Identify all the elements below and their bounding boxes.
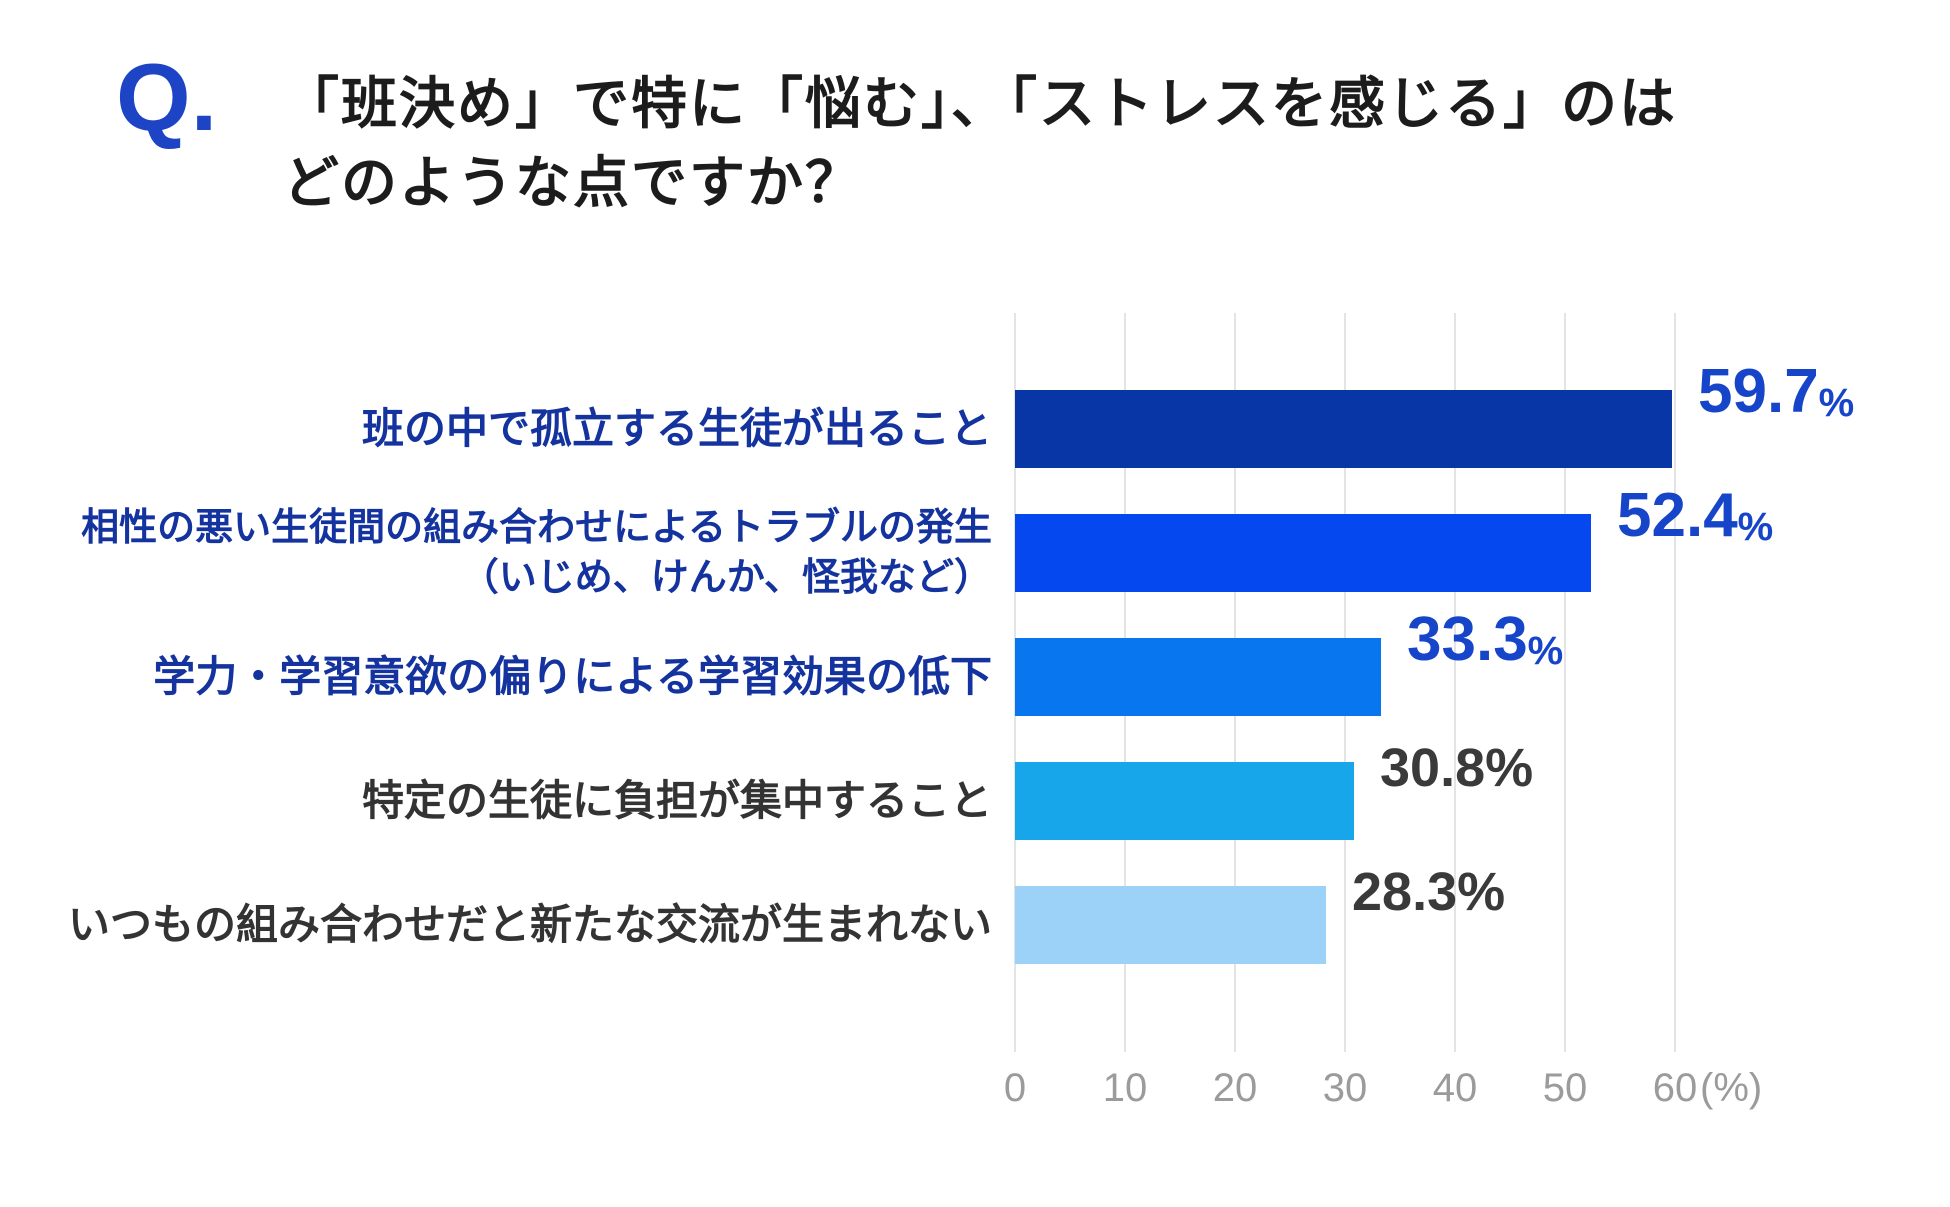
category-label: 相性の悪い生徒間の組み合わせによるトラブルの発生 （いじめ、けんか、怪我など） [20, 503, 992, 603]
percent-sign: % [1527, 629, 1564, 673]
grid-line [1564, 313, 1566, 1052]
page-title-line2: どのような点ですか？ [283, 151, 863, 214]
percent-sign: % [1737, 505, 1774, 549]
value-label: 52.4% [1617, 481, 1774, 550]
category-label-line: 特定の生徒に負担が集中すること [361, 777, 992, 824]
x-axis-tick-label: 20 [1212, 1066, 1258, 1110]
value-number: 33.3 [1407, 605, 1528, 674]
percent-sign: % [1485, 738, 1534, 798]
percent-sign: % [1457, 862, 1506, 922]
category-label: 学力・学習意欲の偏りによる学習効果の低下 [20, 652, 992, 702]
category-label: いつもの組み合わせだと新たな交流が生まれない [20, 900, 992, 950]
x-axis-tick-label: 40 [1432, 1066, 1478, 1110]
x-axis-tick-label: 60 [1652, 1066, 1698, 1110]
category-label-line: 班の中で孤立する生徒が出ること [361, 405, 992, 452]
bar [1015, 762, 1354, 840]
category-label-line: 学力・学習意欲の偏りによる学習効果の低下 [153, 653, 992, 700]
bar [1015, 390, 1672, 468]
bar [1015, 514, 1591, 592]
x-axis-tick-label: 50 [1542, 1066, 1588, 1110]
bar [1015, 886, 1326, 964]
page-title: 「班決め」で特に「悩む」、「ストレスを感じる」のは どのような点ですか？ [283, 64, 1677, 222]
value-label: 30.8% [1380, 741, 1533, 795]
x-axis-unit-suffix: (%) [1700, 1066, 1763, 1110]
grid-line [1674, 313, 1676, 1052]
bar [1015, 638, 1381, 716]
category-label: 班の中で孤立する生徒が出ること [20, 404, 992, 454]
percent-sign: % [1818, 381, 1855, 425]
x-axis-tick-label: 0 [1003, 1066, 1027, 1110]
x-axis-tick-label: 10 [1102, 1066, 1148, 1110]
value-number: 59.7 [1698, 357, 1819, 426]
category-label-line: いつもの組み合わせだと新たな交流が生まれない [67, 901, 992, 948]
value-number: 52.4 [1617, 481, 1738, 550]
x-axis-tick-label: 30 [1322, 1066, 1368, 1110]
value-number: 28.3 [1352, 862, 1458, 922]
page-title-line1: 「班決め」で特に「悩む」、「ストレスを感じる」のは [283, 72, 1677, 135]
value-label: 28.3% [1352, 865, 1505, 919]
value-number: 30.8 [1380, 738, 1486, 798]
category-label-line: 相性の悪い生徒間の組み合わせによるトラブルの発生 [81, 507, 992, 549]
question-mark-label: Q. [116, 44, 218, 151]
category-label-line: （いじめ、けんか、怪我など） [460, 557, 992, 599]
grid-line [1454, 313, 1456, 1052]
value-label: 59.7% [1698, 357, 1855, 426]
category-label: 特定の生徒に負担が集中すること [20, 776, 992, 826]
value-label: 33.3% [1407, 605, 1564, 674]
